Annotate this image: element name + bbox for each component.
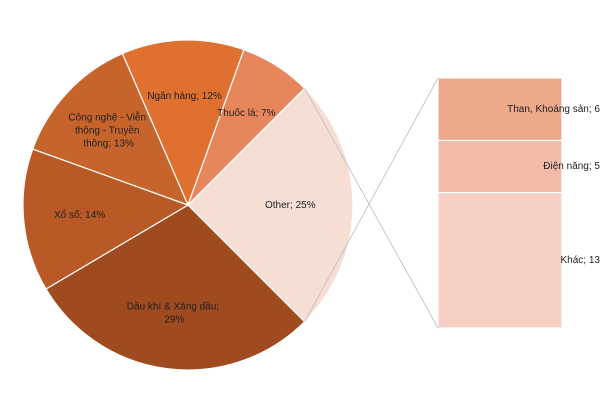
label-line: Xổ số; 14% — [54, 209, 105, 221]
label-line: Công nghệ - Viễn — [68, 110, 148, 123]
label-line: Dầu khí & Xăng dầu; — [127, 300, 222, 312]
pie-slice — [121, 39, 245, 207]
pie-slice — [22, 148, 190, 290]
data-label: Điện năng; 5 — [543, 161, 600, 172]
data-label: Khác; 13 — [561, 255, 600, 266]
data-label: Công nghệ - Viễn thông - Truyền thông; 1… — [68, 110, 148, 149]
connector-line — [304, 77, 439, 322]
label-line: thông - Truyền — [75, 124, 142, 136]
label-line: 29% — [164, 314, 184, 325]
connector-line — [304, 88, 439, 329]
data-label: Ngân hàng; 12% — [147, 91, 222, 102]
bar-segment — [437, 191, 563, 329]
label-line: Ngân hàng; 12% — [147, 91, 222, 102]
label-line: Other; 25% — [265, 200, 316, 211]
data-label: Thuốc lá; 7% — [217, 107, 275, 119]
data-label: Than, Khoáng sản; 6 — [507, 104, 600, 115]
label-line: thông; 13% — [83, 138, 134, 149]
label-line: Thuốc lá; 7% — [217, 107, 275, 119]
data-label: Xổ số; 14% — [54, 209, 105, 221]
pie-slice — [31, 52, 190, 207]
pie-slice — [45, 204, 306, 371]
pie-slice — [187, 87, 354, 323]
data-label: Dầu khí & Xăng dầu; 29% — [127, 300, 222, 325]
data-label: Other; 25% — [265, 200, 316, 211]
